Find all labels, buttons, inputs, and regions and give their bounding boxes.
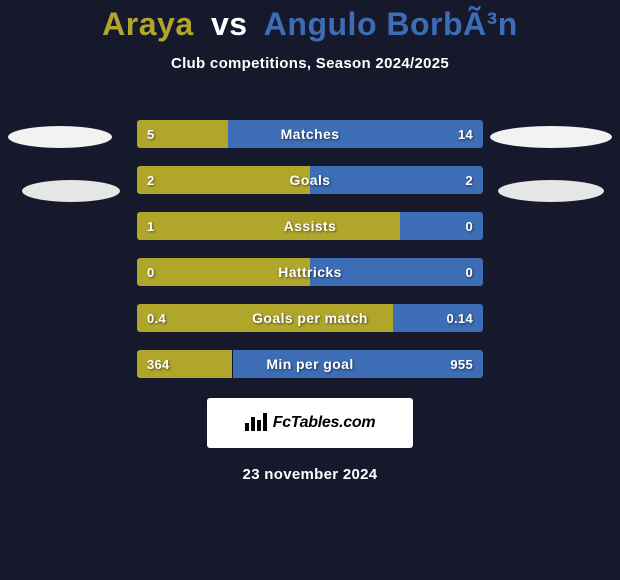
bar-label: Matches	[137, 120, 483, 148]
bar-row: 364955Min per goal	[137, 350, 483, 378]
title: Araya vs Angulo BorbÃ³n	[0, 0, 620, 43]
brand-text: FcTables.com	[273, 414, 376, 432]
bar-label: Min per goal	[137, 350, 483, 378]
vs-text: vs	[211, 6, 248, 42]
comparison-bars: 514Matches 22Goals 10Assists 00Hattricks 0.4…	[137, 120, 483, 378]
player-b-name: Angulo BorbÃ³n	[264, 6, 518, 42]
player-a-name: Araya	[102, 6, 193, 42]
brand-box[interactable]: FcTables.com	[207, 398, 413, 448]
player-a-avatar-2	[22, 180, 120, 202]
bar-label: Assists	[137, 212, 483, 240]
bar-row: 22Goals	[137, 166, 483, 194]
bar-row: 0.40.14Goals per match	[137, 304, 483, 332]
bar-row: 514Matches	[137, 120, 483, 148]
date: 23 november 2024	[0, 466, 620, 483]
bar-row: 00Hattricks	[137, 258, 483, 286]
player-b-avatar-1	[490, 126, 612, 148]
player-a-avatar-1	[8, 126, 112, 148]
subtitle: Club competitions, Season 2024/2025	[0, 55, 620, 72]
bar-label: Goals	[137, 166, 483, 194]
player-b-avatar-2	[498, 180, 604, 202]
brand-icon	[245, 411, 267, 436]
bar-label: Hattricks	[137, 258, 483, 286]
bar-label: Goals per match	[137, 304, 483, 332]
bar-row: 10Assists	[137, 212, 483, 240]
